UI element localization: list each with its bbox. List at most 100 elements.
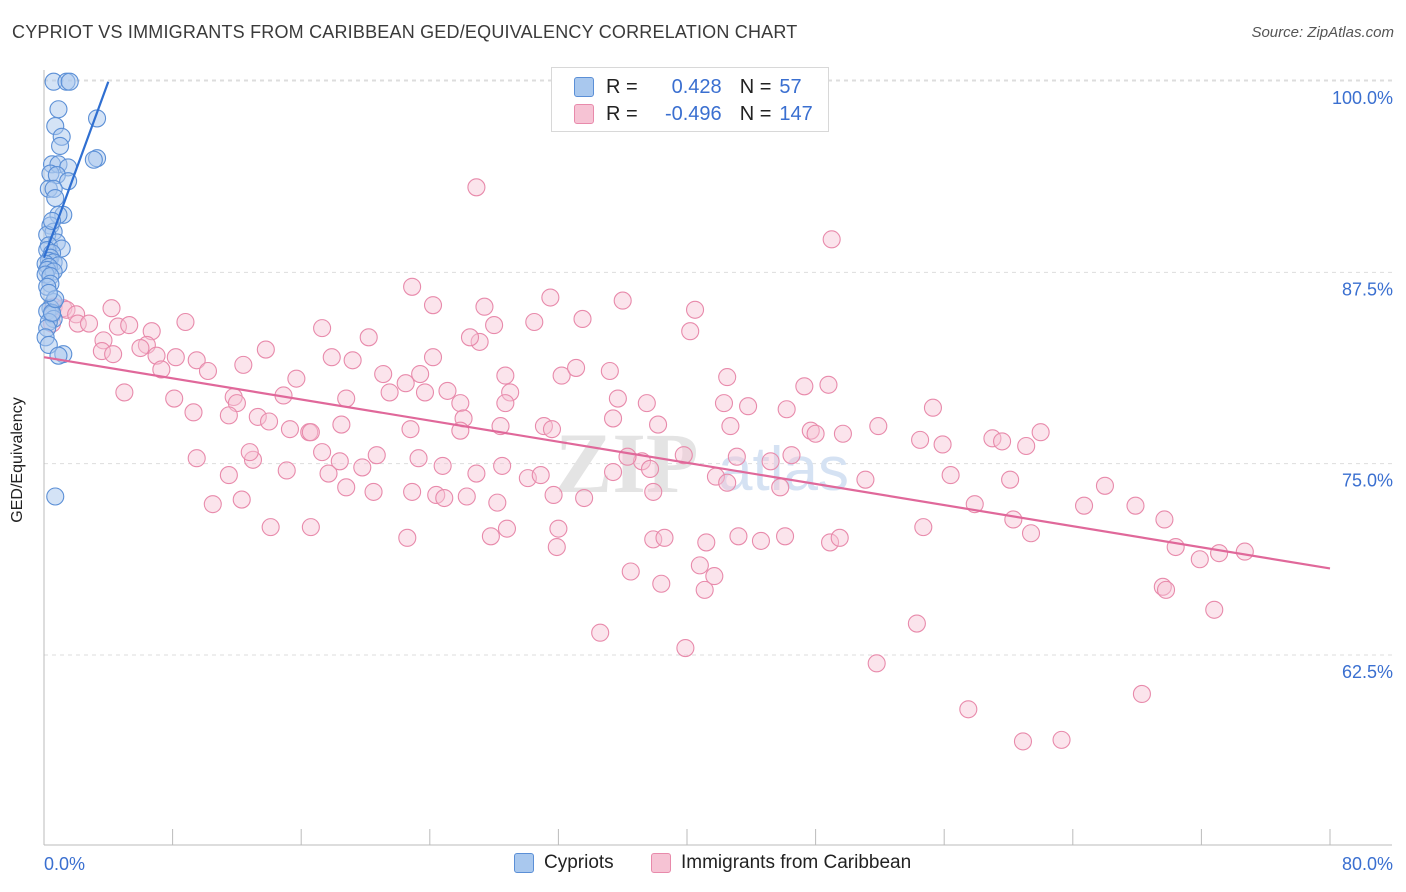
- point-caribbean: [374, 365, 393, 384]
- point-caribbean: [714, 394, 734, 413]
- point-caribbean: [637, 394, 656, 413]
- legend-r-label: R =: [606, 75, 638, 98]
- point-caribbean: [403, 277, 422, 296]
- point-cypriot: [49, 100, 68, 119]
- point-caribbean: [409, 449, 428, 468]
- point-caribbean: [475, 297, 494, 316]
- point-caribbean: [120, 316, 139, 335]
- point-caribbean: [187, 351, 206, 370]
- point-caribbean: [115, 383, 134, 402]
- point-caribbean: [259, 412, 279, 431]
- point-caribbean: [198, 361, 218, 381]
- point-caribbean: [256, 340, 275, 359]
- point-caribbean: [501, 383, 520, 402]
- point-cypriot: [46, 188, 65, 208]
- point-caribbean: [277, 461, 296, 480]
- point-caribbean: [729, 527, 748, 546]
- point-caribbean: [676, 638, 695, 658]
- point-caribbean: [165, 389, 184, 408]
- point-caribbean: [67, 305, 86, 324]
- point-caribbean: [496, 394, 515, 413]
- point-caribbean: [567, 358, 586, 377]
- point-caribbean: [869, 417, 888, 436]
- point-caribbean: [380, 383, 399, 402]
- point-caribbean: [301, 518, 320, 537]
- point-caribbean: [621, 562, 640, 581]
- point-caribbean: [649, 415, 668, 434]
- point-caribbean: [531, 466, 550, 485]
- point-caribbean: [541, 288, 560, 307]
- point-caribbean: [398, 528, 417, 547]
- point-caribbean: [1153, 577, 1172, 596]
- y-tick-label: 62.5%: [1342, 662, 1393, 682]
- point-caribbean: [353, 458, 372, 477]
- point-caribbean: [367, 446, 386, 465]
- x-tick-label-max: 80.0%: [1342, 854, 1393, 874]
- point-caribbean: [313, 443, 332, 462]
- point-caribbean: [401, 420, 420, 439]
- chart-title: CYPRIOT VS IMMIGRANTS FROM CARIBBEAN GED…: [12, 22, 798, 42]
- tick-labels: 62.5% 75.0% 87.5% 100.0% 0.0% 80.0%: [44, 88, 1393, 874]
- point-caribbean: [203, 495, 222, 514]
- point-caribbean: [721, 417, 740, 436]
- point-caribbean: [542, 420, 562, 439]
- point-caribbean: [914, 518, 933, 537]
- point-caribbean: [142, 322, 161, 341]
- point-caribbean: [933, 435, 952, 454]
- point-caribbean: [761, 452, 780, 471]
- point-caribbean: [415, 383, 435, 402]
- point-caribbean: [261, 518, 280, 537]
- point-caribbean: [771, 478, 790, 497]
- watermark-zip: ZIP: [555, 415, 698, 511]
- point-caribbean: [240, 443, 259, 462]
- point-caribbean: [1132, 684, 1151, 704]
- point-caribbean: [493, 456, 512, 475]
- point-caribbean: [1001, 470, 1020, 489]
- point-caribbean: [423, 296, 443, 315]
- point-caribbean: [166, 348, 185, 367]
- point-caribbean: [1126, 496, 1145, 515]
- point-caribbean: [1031, 423, 1050, 442]
- point-caribbean: [470, 332, 489, 351]
- legend-swatch-pink: [574, 104, 594, 124]
- point-caribbean: [525, 312, 544, 332]
- point-caribbean: [467, 178, 486, 197]
- watermark: ZIP atlas: [555, 415, 849, 511]
- point-caribbean: [1205, 600, 1224, 619]
- point-caribbean: [544, 485, 563, 505]
- point-caribbean: [1156, 580, 1176, 599]
- point-caribbean: [337, 478, 356, 497]
- point-caribbean: [608, 389, 627, 408]
- point-caribbean: [867, 654, 886, 673]
- point-caribbean: [806, 424, 825, 443]
- point-caribbean: [681, 322, 700, 341]
- point-caribbean: [481, 527, 500, 546]
- point-caribbean: [655, 528, 674, 547]
- point-caribbean: [833, 424, 852, 443]
- point-caribbean: [697, 533, 716, 552]
- point-caribbean: [248, 407, 267, 426]
- point-caribbean: [1013, 732, 1033, 751]
- point-caribbean: [108, 317, 127, 336]
- point-caribbean: [652, 574, 671, 593]
- legend-r-label: R =: [606, 102, 638, 125]
- point-caribbean: [319, 464, 338, 483]
- point-caribbean: [644, 482, 663, 501]
- point-caribbean: [674, 446, 693, 465]
- point-caribbean: [79, 314, 99, 333]
- point-caribbean: [403, 482, 422, 501]
- point-caribbean: [993, 432, 1012, 451]
- point-caribbean: [176, 312, 195, 332]
- point-caribbean: [1235, 542, 1254, 561]
- point-caribbean: [234, 355, 253, 374]
- point-caribbean: [104, 345, 123, 364]
- point-caribbean: [364, 482, 383, 501]
- point-caribbean: [187, 449, 206, 468]
- legend-n-label: N =: [739, 75, 772, 98]
- point-caribbean: [1155, 510, 1174, 529]
- point-caribbean: [1075, 496, 1094, 515]
- point-caribbean: [776, 527, 795, 546]
- point-caribbean: [911, 430, 930, 449]
- point-caribbean: [313, 319, 332, 338]
